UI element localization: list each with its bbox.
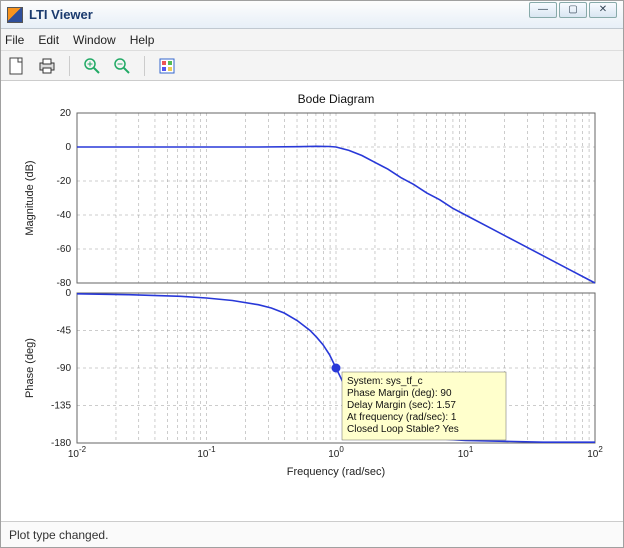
properties-icon[interactable] bbox=[157, 56, 177, 76]
maximize-button[interactable]: ▢ bbox=[559, 2, 587, 18]
svg-text:At frequency (rad/sec): 1: At frequency (rad/sec): 1 bbox=[347, 412, 457, 423]
plot-area: Bode Diagram-80-60-40-20020Magnitude (dB… bbox=[1, 81, 623, 521]
statusbar: Plot type changed. bbox=[1, 521, 623, 547]
menu-edit[interactable]: Edit bbox=[38, 33, 59, 47]
svg-text:0: 0 bbox=[65, 288, 71, 299]
minimize-button[interactable]: — bbox=[529, 2, 557, 18]
svg-text:Bode Diagram: Bode Diagram bbox=[298, 92, 375, 106]
menubar: File Edit Window Help bbox=[1, 29, 623, 51]
svg-text:Phase Margin (deg): 90: Phase Margin (deg): 90 bbox=[347, 388, 452, 399]
svg-text:0: 0 bbox=[65, 142, 71, 153]
svg-text:-90: -90 bbox=[57, 363, 72, 374]
svg-text:Closed Loop Stable? Yes: Closed Loop Stable? Yes bbox=[347, 424, 459, 435]
svg-text:-45: -45 bbox=[57, 326, 72, 337]
svg-text:Phase (deg): Phase (deg) bbox=[24, 338, 36, 398]
svg-text:Frequency (rad/sec): Frequency (rad/sec) bbox=[287, 466, 385, 478]
svg-text:System: sys_tf_c: System: sys_tf_c bbox=[347, 376, 423, 387]
print-icon[interactable] bbox=[37, 56, 57, 76]
svg-text:Magnitude (dB): Magnitude (dB) bbox=[24, 160, 36, 235]
bode-diagram[interactable]: Bode Diagram-80-60-40-20020Magnitude (dB… bbox=[15, 89, 611, 509]
svg-text:100: 100 bbox=[328, 445, 344, 460]
new-figure-icon[interactable] bbox=[7, 56, 27, 76]
app-icon bbox=[7, 7, 23, 23]
toolbar-separator bbox=[69, 56, 70, 76]
svg-text:-180: -180 bbox=[51, 438, 71, 449]
svg-text:20: 20 bbox=[60, 108, 72, 119]
svg-text:-40: -40 bbox=[57, 210, 72, 221]
menu-window[interactable]: Window bbox=[73, 33, 116, 47]
menu-file[interactable]: File bbox=[5, 33, 24, 47]
toolbar-separator-2 bbox=[144, 56, 145, 76]
app-window: LTI Viewer — ▢ ✕ File Edit Window Help bbox=[0, 0, 624, 548]
status-text: Plot type changed. bbox=[9, 528, 108, 542]
titlebar[interactable]: LTI Viewer — ▢ ✕ bbox=[1, 1, 623, 29]
svg-text:-60: -60 bbox=[57, 244, 72, 255]
menu-help[interactable]: Help bbox=[130, 33, 155, 47]
svg-text:101: 101 bbox=[458, 445, 474, 460]
toolbar bbox=[1, 51, 623, 81]
close-button[interactable]: ✕ bbox=[589, 2, 617, 18]
svg-text:Delay Margin (sec): 1.57: Delay Margin (sec): 1.57 bbox=[347, 400, 456, 411]
svg-text:102: 102 bbox=[587, 445, 603, 460]
svg-text:10-1: 10-1 bbox=[197, 445, 216, 460]
svg-text:-20: -20 bbox=[57, 176, 72, 187]
window-title: LTI Viewer bbox=[29, 7, 529, 22]
window-controls: — ▢ ✕ bbox=[529, 2, 617, 18]
svg-text:-135: -135 bbox=[51, 401, 71, 412]
zoom-out-icon[interactable] bbox=[112, 56, 132, 76]
zoom-in-icon[interactable] bbox=[82, 56, 102, 76]
